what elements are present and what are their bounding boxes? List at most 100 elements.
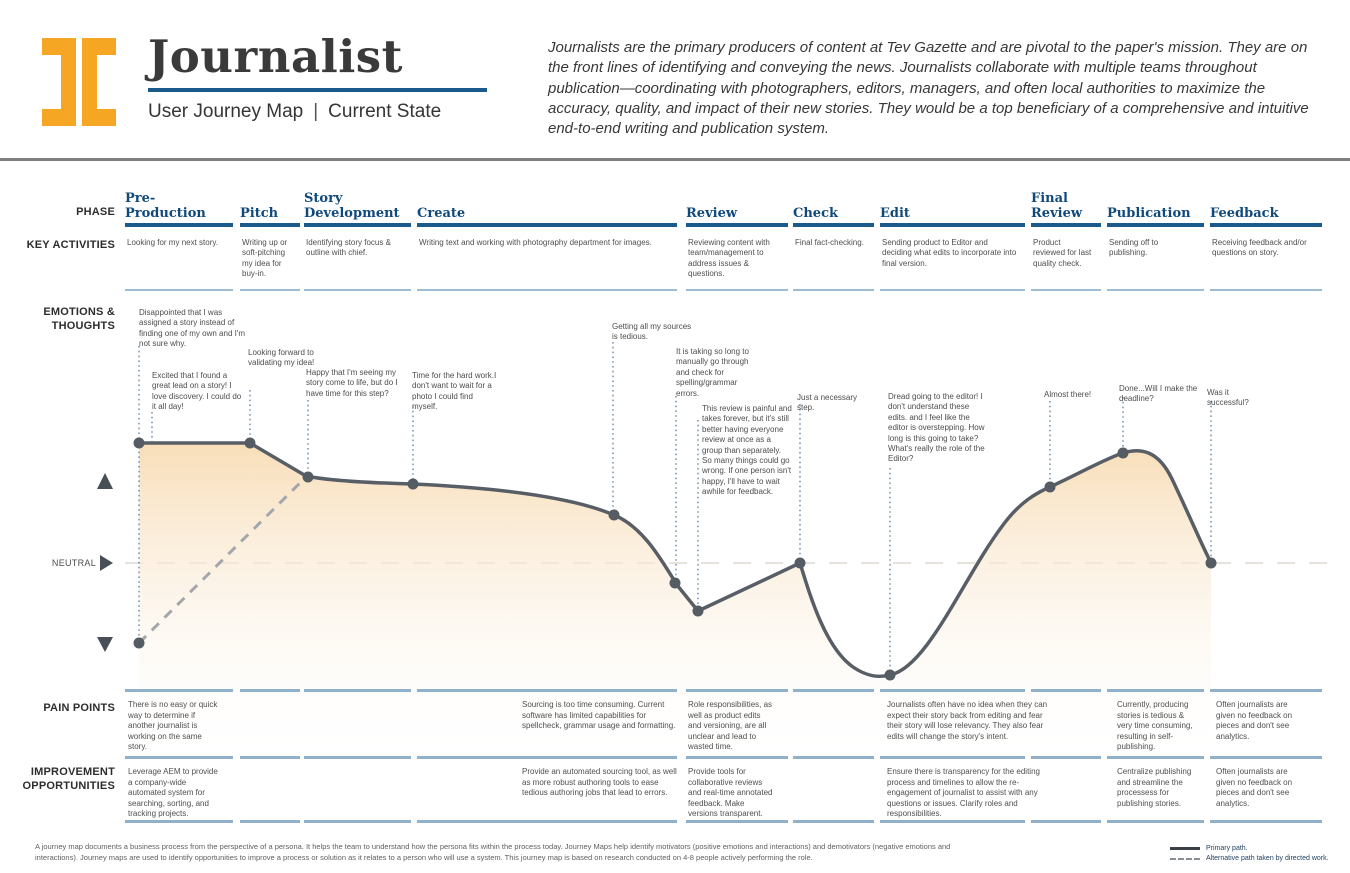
emotion-point bbox=[1117, 447, 1129, 459]
key-activity-3: Writing text and working with photograph… bbox=[419, 238, 652, 247]
key-activity-4: Reviewing content with team/management t… bbox=[688, 238, 770, 279]
emotion-note-2: Looking forward to validating my idea! bbox=[248, 348, 315, 368]
pain-points-rule bbox=[686, 689, 788, 692]
phase-label-2: Story Development bbox=[304, 191, 400, 222]
arrow-down-icon bbox=[97, 637, 113, 652]
emotion-curve-line bbox=[137, 441, 1213, 679]
title-underline bbox=[148, 88, 487, 92]
improvement-9: Often journalists are given no feedback … bbox=[1216, 767, 1293, 808]
row-label-key-activities: KEY ACTIVITIES bbox=[26, 239, 115, 251]
activity-underline bbox=[1031, 289, 1101, 291]
persona-description: Journalists are the primary producers of… bbox=[548, 39, 1309, 137]
phase-underline bbox=[240, 223, 300, 227]
emotion-point bbox=[692, 605, 704, 617]
key-activity-0: Looking for my next story. bbox=[127, 238, 218, 247]
emotion-note-11: Done...Will I make the deadline? bbox=[1119, 384, 1198, 404]
key-activity-5: Final fact-checking. bbox=[795, 238, 864, 247]
key-activity-7: Product reviewed for last quality check. bbox=[1033, 238, 1092, 268]
legend-primary-path: Primary path. bbox=[1170, 845, 1329, 852]
page-title: Journalist bbox=[148, 30, 403, 83]
row-label-pain-points: PAIN POINTS bbox=[43, 702, 115, 714]
dashed-line-swatch bbox=[1170, 857, 1200, 860]
emotion-point bbox=[884, 669, 896, 681]
logo-left-bracket bbox=[42, 38, 76, 126]
improvement-rule bbox=[793, 756, 874, 759]
solid-line-swatch bbox=[1170, 847, 1200, 850]
column-bottom-rule bbox=[304, 820, 411, 823]
pain-points-rule bbox=[793, 689, 874, 692]
neutral-axis-label: NEUTRAL bbox=[51, 558, 96, 568]
improvement-rule bbox=[304, 756, 411, 759]
column-bottom-rule bbox=[793, 820, 874, 823]
improvement-rule bbox=[1107, 756, 1204, 759]
pain-points-rule bbox=[240, 689, 300, 692]
improvement-6: Ensure there is transparency for the edi… bbox=[887, 767, 1040, 819]
logo-right-bracket bbox=[82, 38, 116, 126]
pain-point-8: Currently, producing stories is tedious … bbox=[1117, 700, 1193, 752]
key-activity-1: Writing up or soft-pitching my idea for … bbox=[242, 238, 288, 279]
footnote: A journey map documents a business proce… bbox=[35, 842, 951, 862]
pain-point-9: Often journalists are given no feedback … bbox=[1216, 700, 1293, 741]
column-bottom-rule bbox=[240, 820, 300, 823]
emotion-note-8: Just a necessary step. bbox=[797, 393, 858, 413]
emotion-point bbox=[1205, 557, 1217, 569]
arrow-up-icon bbox=[97, 473, 113, 489]
improvement-rule bbox=[1210, 756, 1322, 759]
row-label-phase: PHASE bbox=[76, 206, 115, 218]
row-label-emotions: EMOTIONS & THOUGHTS bbox=[43, 306, 115, 332]
emotion-point bbox=[244, 437, 256, 449]
legend: Primary path. Alternative path taken by … bbox=[1170, 845, 1329, 865]
key-activity-2: Identifying story focus & outline with c… bbox=[306, 238, 391, 258]
emotion-note-4: Time for the hard work.I don't want to w… bbox=[412, 371, 497, 412]
column-bottom-rule bbox=[1107, 820, 1204, 823]
pain-point-6: Journalists often have no idea when they… bbox=[887, 700, 1048, 741]
alternative-path-line bbox=[137, 475, 308, 645]
activity-underline bbox=[686, 289, 788, 291]
emotion-note-1: Excited that I found a great lead on a s… bbox=[152, 371, 242, 412]
column-bottom-rule bbox=[1031, 820, 1101, 823]
emotion-note-5: Getting all my sources is tedious. bbox=[612, 322, 692, 342]
phase-underline bbox=[304, 223, 411, 227]
phase-label-6: Edit bbox=[880, 206, 910, 222]
phase-underline bbox=[793, 223, 874, 227]
phase-label-1: Pitch bbox=[240, 206, 279, 222]
column-bottom-rule bbox=[880, 820, 1025, 823]
arrow-right-icon bbox=[100, 555, 113, 571]
improvement-rule bbox=[417, 756, 677, 759]
phase-label-7: Final Review bbox=[1031, 191, 1083, 222]
activity-underline bbox=[1210, 289, 1322, 291]
improvement-rule bbox=[125, 756, 233, 759]
pain-points-rule bbox=[1210, 689, 1322, 692]
activity-underline bbox=[880, 289, 1025, 291]
activity-underline bbox=[1107, 289, 1204, 291]
pain-point-4: Role responsibilities, as well as produc… bbox=[688, 700, 773, 752]
column-bottom-rule bbox=[417, 820, 677, 823]
emotion-note-9: Dread going to the editor! I don't under… bbox=[888, 392, 985, 464]
phase-underline bbox=[1210, 223, 1322, 227]
emotion-point bbox=[669, 577, 681, 589]
key-activity-9: Receiving feedback and/or questions on s… bbox=[1212, 238, 1307, 258]
tev-gazette-logo bbox=[42, 38, 116, 126]
improvement-rule bbox=[240, 756, 300, 759]
activity-underline bbox=[304, 289, 411, 291]
legend-alternative-path: Alternative path taken by directed work. bbox=[1170, 855, 1329, 862]
pain-points-rule bbox=[304, 689, 411, 692]
row-label-improvement: IMPROVEMENT OPPORTUNITIES bbox=[22, 766, 115, 792]
curve-dots bbox=[133, 437, 1217, 681]
emotion-note-0: Disappointed that I was assigned a story… bbox=[139, 308, 246, 349]
header-divider bbox=[0, 158, 1350, 161]
phase-label-0: Pre-Production bbox=[125, 191, 206, 222]
phase-underline bbox=[1031, 223, 1101, 227]
pain-point-0: There is no easy or quick way to determi… bbox=[128, 700, 218, 752]
improvement-8: Centralize publishing and streamline the… bbox=[1117, 767, 1192, 808]
pain-points-rule bbox=[1031, 689, 1101, 692]
emotion-point bbox=[133, 437, 145, 449]
emotion-note-10: Almost there! bbox=[1044, 390, 1092, 399]
phase-label-9: Feedback bbox=[1210, 206, 1279, 222]
pain-points-rule bbox=[417, 689, 677, 692]
emotion-point bbox=[608, 509, 620, 521]
emotion-note-7: This review is painful and takes forever… bbox=[702, 404, 792, 497]
phase-label-4: Review bbox=[686, 206, 738, 222]
key-activity-6: Sending product to Editor and deciding w… bbox=[882, 238, 1017, 268]
